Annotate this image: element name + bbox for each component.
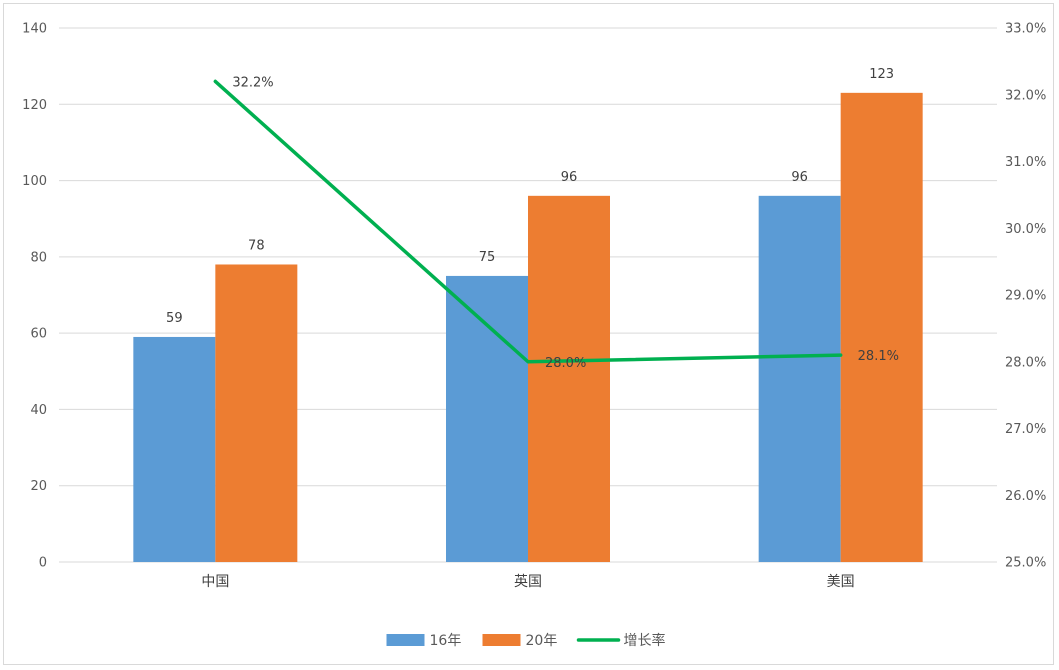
- bar: [528, 195, 610, 563]
- left-axis-tick-label: 80: [30, 250, 47, 265]
- bars: [133, 92, 923, 563]
- right-axis-tick-label: 26.0%: [1005, 489, 1046, 504]
- legend-label: 20年: [526, 633, 558, 649]
- right-axis-tick-label: 28.0%: [1005, 355, 1046, 370]
- right-axis-tick-label: 29.0%: [1005, 289, 1046, 304]
- legend-swatch: [482, 634, 521, 646]
- bar: [215, 264, 298, 562]
- growth-rate-data-label: 28.1%: [858, 349, 899, 364]
- category-label: 美国: [827, 574, 855, 590]
- right-axis-tick-label: 33.0%: [1005, 22, 1046, 37]
- category-label: 英国: [514, 573, 542, 590]
- growth-rate-data-label: 32.2%: [232, 75, 273, 90]
- left-axis-tick-label: 0: [39, 556, 47, 571]
- left-axis-ticks: 0 20 40 60 80 100 120 140: [22, 22, 47, 571]
- right-axis-tick-label: 31.0%: [1005, 155, 1046, 170]
- bar-data-label: 75: [479, 250, 496, 265]
- right-axis-tick-label: 27.0%: [1005, 422, 1046, 437]
- legend: 16年 20年 增长率: [386, 632, 666, 649]
- growth-rate-point: [214, 80, 216, 82]
- right-axis-tick-label: 32.0%: [1005, 88, 1046, 103]
- left-axis-tick-label: 60: [30, 327, 47, 342]
- bar-data-label: 96: [561, 170, 578, 185]
- left-axis-tick-label: 20: [30, 479, 47, 494]
- right-axis-tick-label: 30.0%: [1005, 222, 1046, 237]
- growth-rate-data-label: 28.0%: [545, 356, 586, 371]
- legend-swatch: [386, 634, 425, 646]
- bar: [133, 336, 216, 562]
- right-axis-ticks: 25.0% 26.0% 27.0% 28.0% 29.0% 30.0% 31.0% 32.0%…: [1005, 22, 1046, 571]
- left-axis-tick-label: 120: [22, 98, 47, 113]
- bar-data-label: 96: [791, 170, 808, 185]
- growth-line: [213, 79, 843, 364]
- bar-data-labels: 59 78 75 96 96 123: [166, 67, 894, 326]
- growth-data-labels: 32.2% 28.0% 28.1%: [232, 75, 899, 370]
- legend-label: 增长率: [624, 632, 666, 649]
- left-axis-tick-label: 100: [22, 174, 47, 189]
- growth-rate-point: [840, 354, 842, 356]
- bar: [446, 275, 528, 562]
- right-axis-tick-label: 25.0%: [1005, 556, 1046, 571]
- bar-data-label: 78: [248, 238, 265, 253]
- growth-rate-point: [527, 361, 529, 363]
- category-labels: 中国 英国 美国: [201, 573, 854, 590]
- legend-label: 16年: [430, 633, 462, 649]
- category-label: 中国: [201, 574, 229, 590]
- bar-data-label: 123: [869, 67, 894, 82]
- bar: [758, 195, 841, 563]
- left-axis-tick-label: 40: [30, 403, 47, 418]
- bar: [840, 92, 923, 562]
- left-axis-tick-label: 140: [22, 22, 47, 37]
- bar-data-label: 59: [166, 311, 183, 326]
